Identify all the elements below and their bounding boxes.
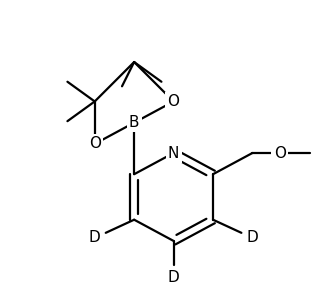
- Text: O: O: [274, 145, 286, 161]
- Text: N: N: [168, 145, 179, 161]
- Text: O: O: [168, 94, 180, 109]
- Text: D: D: [89, 230, 100, 245]
- Text: O: O: [89, 136, 101, 151]
- Text: B: B: [129, 115, 139, 130]
- Text: D: D: [168, 270, 180, 285]
- Text: D: D: [247, 230, 258, 245]
